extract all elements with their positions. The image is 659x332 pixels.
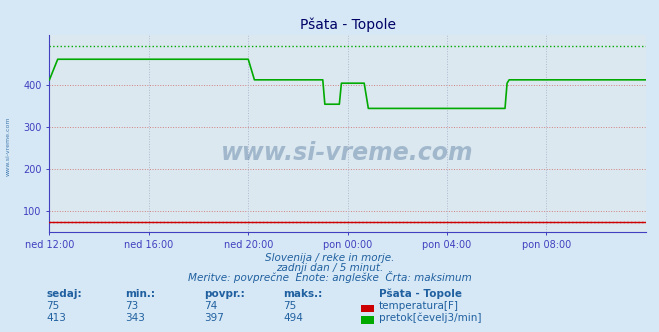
Text: www.si-vreme.com: www.si-vreme.com (5, 116, 11, 176)
Text: zadnji dan / 5 minut.: zadnji dan / 5 minut. (276, 263, 383, 273)
Text: temperatura[F]: temperatura[F] (379, 301, 459, 311)
Text: 73: 73 (125, 301, 138, 311)
Text: www.si-vreme.com: www.si-vreme.com (221, 141, 474, 165)
Text: min.:: min.: (125, 289, 156, 299)
Text: sedaj:: sedaj: (46, 289, 82, 299)
Text: 74: 74 (204, 301, 217, 311)
Text: 75: 75 (283, 301, 297, 311)
Title: Pšata - Topole: Pšata - Topole (300, 18, 395, 32)
Text: 494: 494 (283, 313, 303, 323)
Text: Meritve: povprečne  Enote: angleške  Črta: maksimum: Meritve: povprečne Enote: angleške Črta:… (188, 271, 471, 283)
Text: povpr.:: povpr.: (204, 289, 245, 299)
Text: Slovenija / reke in morje.: Slovenija / reke in morje. (265, 253, 394, 263)
Text: pretok[čevelj3/min]: pretok[čevelj3/min] (379, 312, 482, 323)
Text: 397: 397 (204, 313, 224, 323)
Text: 75: 75 (46, 301, 59, 311)
Text: 413: 413 (46, 313, 66, 323)
Text: 343: 343 (125, 313, 145, 323)
Text: maks.:: maks.: (283, 289, 323, 299)
Text: Pšata - Topole: Pšata - Topole (379, 289, 462, 299)
